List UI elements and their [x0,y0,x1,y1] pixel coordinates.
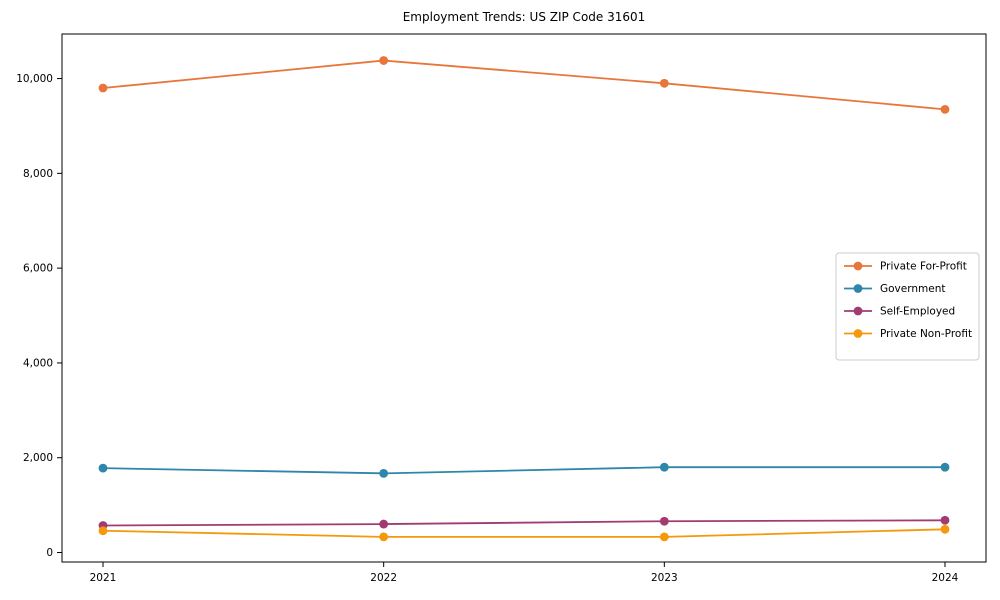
y-tick-label: 0 [46,547,53,559]
legend-marker-dot-self-employed [853,306,863,316]
series-line-private-for-profit [102,59,946,111]
plot-border [61,33,987,563]
chart-title: Employment Trends: US ZIP Code 31601 [402,10,646,24]
y-tick-label: 4,000 [23,357,53,369]
legend-label-government: Government [880,283,945,295]
y-tick-label: 8,000 [23,168,53,180]
legend-label-private-for-profit: Private For-Profit [880,261,967,273]
data-point-private-for-profit [379,56,389,65]
legend-marker-dot-government [853,284,863,293]
legend-label-private-non-profit: Private Non-Profit [880,328,972,340]
data-point-government [659,462,669,472]
x-tick-label: 2023 [651,572,678,584]
x-tick-label: 2021 [90,572,117,584]
data-point-self-employed [940,515,950,525]
data-point-private-non-profit [659,532,669,542]
data-point-private-non-profit [98,526,108,536]
legend-label-self-employed: Self-Employed [880,306,955,318]
data-point-government [98,463,108,473]
data-point-private-non-profit [379,532,389,542]
y-tick-label: 6,000 [23,263,53,275]
x-tick-label: 2022 [370,572,397,584]
data-point-government [379,468,389,478]
x-tick-label: 2024 [932,572,959,584]
series-line-private-non-profit [102,528,946,538]
data-point-private-for-profit [659,78,669,88]
legend-marker-dot-private-for-profit [853,261,863,271]
data-point-private-non-profit [940,524,950,534]
legend-marker-dot-private-non-profit [853,329,863,338]
data-point-self-employed [379,519,389,529]
series-line-government [102,466,946,475]
y-tick-label: 10,000 [16,73,53,85]
series-line-self-employed [102,519,946,527]
data-point-private-for-profit [940,104,950,114]
data-point-self-employed [659,516,669,526]
y-tick-label: 2,000 [23,452,53,464]
data-point-government [940,462,950,472]
data-point-private-for-profit [98,83,108,93]
